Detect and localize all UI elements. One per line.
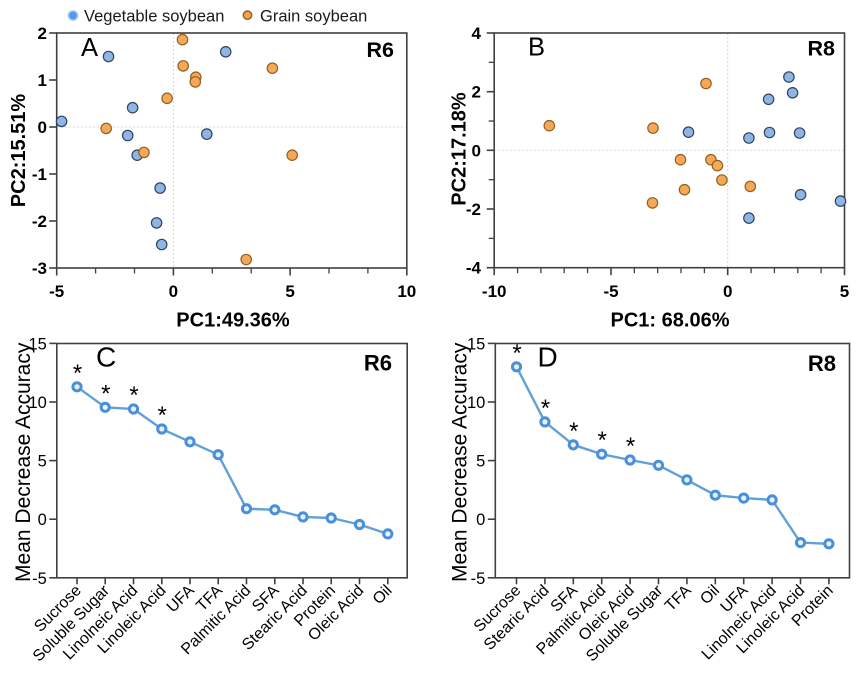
- svg-text:-4: -4: [466, 259, 482, 278]
- svg-text:Mean Decrease Accuracy: Mean Decrease Accuracy: [12, 342, 35, 582]
- svg-text:R6: R6: [364, 351, 392, 376]
- svg-text:10: 10: [467, 394, 485, 412]
- svg-text:1: 1: [38, 71, 47, 90]
- svg-text:-3: -3: [32, 259, 47, 278]
- svg-text:4: 4: [472, 24, 482, 43]
- svg-text:-1: -1: [32, 165, 47, 184]
- svg-text:0: 0: [38, 511, 47, 529]
- svg-text:PC1: 68.06%: PC1: 68.06%: [611, 310, 730, 332]
- svg-text:-5: -5: [49, 282, 64, 301]
- svg-text:5: 5: [285, 282, 294, 301]
- svg-text:*: *: [101, 380, 110, 407]
- svg-text:-5: -5: [471, 570, 486, 588]
- svg-text:2: 2: [38, 24, 47, 43]
- svg-text:Grain soybean: Grain soybean: [260, 8, 367, 26]
- svg-text:*: *: [626, 433, 635, 460]
- svg-text:R8: R8: [808, 351, 836, 376]
- svg-text:15: 15: [467, 335, 485, 353]
- svg-text:0: 0: [472, 141, 481, 160]
- svg-text:-5: -5: [32, 570, 47, 588]
- svg-text:Mean Decrease Accuracy: Mean Decrease Accuracy: [449, 342, 472, 582]
- svg-text:R6: R6: [367, 38, 395, 62]
- svg-text:*: *: [569, 418, 578, 445]
- svg-text:5: 5: [476, 453, 485, 471]
- svg-text:5: 5: [38, 453, 47, 471]
- svg-text:A: A: [81, 34, 98, 62]
- svg-text:Vegetable soybean: Vegetable soybean: [84, 8, 224, 26]
- svg-text:PC1:49.36%: PC1:49.36%: [176, 310, 290, 332]
- svg-text:-10: -10: [482, 282, 507, 301]
- svg-text:PC2:15.51%: PC2:15.51%: [8, 94, 30, 208]
- svg-text:15: 15: [28, 335, 46, 353]
- svg-text:5: 5: [840, 282, 849, 301]
- svg-text:-5: -5: [603, 282, 618, 301]
- svg-text:C: C: [96, 342, 116, 373]
- svg-text:0: 0: [169, 282, 178, 301]
- svg-text:0: 0: [723, 282, 732, 301]
- svg-text:*: *: [73, 360, 82, 387]
- svg-text:*: *: [598, 427, 607, 454]
- svg-text:*: *: [541, 395, 550, 422]
- svg-text:-2: -2: [32, 212, 47, 231]
- svg-text:*: *: [158, 402, 167, 429]
- svg-text:10: 10: [28, 394, 46, 412]
- svg-text:*: *: [129, 382, 138, 409]
- svg-text:B: B: [528, 34, 545, 62]
- svg-text:10: 10: [397, 282, 416, 301]
- svg-text:*: *: [512, 340, 521, 367]
- svg-text:PC2:17.18%: PC2:17.18%: [449, 92, 471, 206]
- svg-text:-2: -2: [466, 200, 481, 219]
- svg-text:D: D: [538, 341, 558, 372]
- svg-text:0: 0: [38, 118, 47, 137]
- svg-text:0: 0: [476, 511, 485, 529]
- svg-text:R8: R8: [808, 37, 836, 61]
- svg-text:2: 2: [472, 83, 481, 102]
